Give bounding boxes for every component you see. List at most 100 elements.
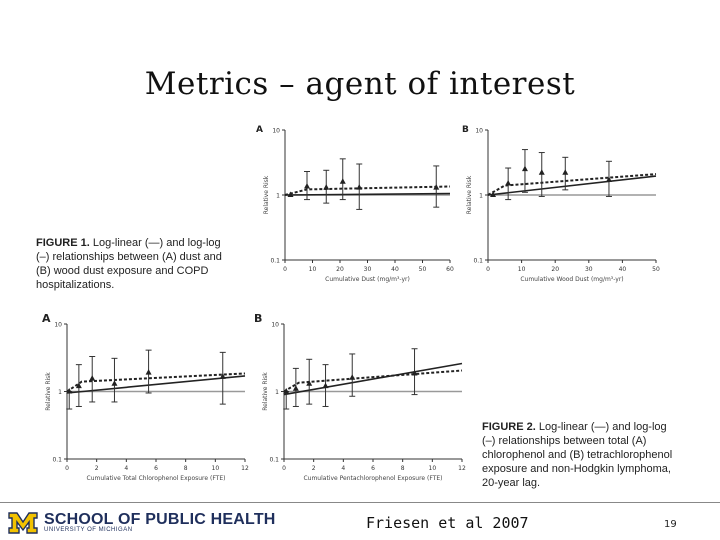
x-tick-label: 20: [336, 266, 344, 273]
panel-label: B: [462, 125, 469, 135]
data-point-triangle: [304, 183, 310, 189]
data-point-triangle: [145, 369, 152, 375]
x-tick-label: 4: [124, 465, 128, 472]
log-log-line: [487, 173, 657, 196]
x-tick-label: 2: [312, 465, 316, 472]
x-tick-label: 10: [309, 266, 317, 273]
figure1-caption-label: FIGURE 1.: [36, 237, 90, 249]
data-point-triangle: [433, 184, 440, 190]
x-tick-label: 50: [652, 266, 660, 273]
chart-fig2-panel-b: B 0.1 1 10 0 2 4 6 8 10 12 Cumulative Pentachloroph…: [254, 312, 466, 482]
y-axis-label: Relative Risk: [466, 175, 473, 214]
log-log-line: [283, 369, 463, 393]
data-point-triangle: [490, 191, 497, 197]
x-tick-label: 0: [65, 465, 69, 472]
block-m-icon: [8, 512, 38, 534]
figure2-caption-label: FIGURE 2.: [482, 421, 536, 433]
data-point-triangle: [75, 382, 82, 389]
log-linear-line: [284, 192, 451, 196]
data-point-triangle: [287, 191, 294, 197]
x-tick-label: 12: [241, 465, 249, 472]
citation: Friesen et al 2007: [366, 514, 529, 532]
x-tick-label: 0: [283, 266, 287, 273]
slide-title: Metrics – agent of interest: [144, 66, 576, 102]
x-tick-label: 4: [341, 465, 345, 472]
y-tick-label: 1: [276, 193, 280, 200]
y-tick-label: 10: [271, 322, 279, 329]
x-tick-label: 8: [401, 465, 405, 472]
x-axis-label: Cumulative Total Chlorophenol Exposure (…: [87, 475, 226, 482]
panel-label: A: [42, 312, 51, 325]
x-tick-label: 10: [518, 266, 526, 273]
data-point-triangle: [411, 369, 418, 376]
figure2-caption: FIGURE 2. Log-linear (—) and log-log (–)…: [482, 420, 682, 490]
chart-fig1-panel-a: A 0.1 1 10 0 10 20 30 40 50 60 Cumulative Dust (mg/…: [256, 125, 454, 283]
y-axis-label: Relative Risk: [45, 372, 52, 411]
data-point-triangle: [322, 382, 329, 389]
data-point-triangle: [306, 380, 313, 386]
logo-university-name: UNIVERSITY OF MICHIGAN: [44, 527, 133, 533]
chart-fig2-panel-a: A 0.1 1 10 0 2 4 6 8 10 12 Cumulative Total Chlorop…: [42, 312, 249, 482]
data-point-triangle: [356, 184, 363, 190]
data-point-triangle: [505, 180, 512, 186]
y-tick-label: 10: [54, 322, 62, 329]
x-tick-label: 0: [486, 266, 490, 273]
x-tick-label: 60: [446, 266, 454, 273]
x-tick-label: 2: [95, 465, 99, 472]
figure1-caption-text: Log-linear (—) and log-log (–) relations…: [36, 237, 222, 291]
y-tick-label: 0.1: [52, 457, 62, 464]
data-point-triangle: [292, 385, 299, 391]
panel-label: A: [256, 125, 263, 135]
data-point-triangle: [283, 388, 290, 394]
x-tick-label: 50: [419, 266, 427, 273]
y-tick-label: 0.1: [270, 258, 280, 265]
data-point-triangle: [538, 169, 545, 175]
footer-divider: [0, 502, 720, 503]
log-linear-line: [66, 375, 246, 394]
chart-fig1-panel-b: B 0.1 1 10 0 10 20 30 40 50 Cumulative Wood Dust (…: [462, 125, 660, 283]
data-point-triangle: [605, 176, 612, 183]
y-axis-label: Relative Risk: [263, 175, 270, 214]
data-point-triangle: [349, 374, 356, 380]
logo-school-name: SCHOOL OF PUBLIC HEALTH: [44, 511, 276, 528]
figure1-caption: FIGURE 1. Log-linear (—) and log-log (–)…: [36, 236, 236, 292]
x-axis-label: Cumulative Pentachlorophenol Exposure (F…: [303, 475, 442, 482]
x-axis-label: Cumulative Dust (mg/m³-yr): [325, 276, 410, 283]
x-tick-label: 10: [429, 465, 437, 472]
data-point-triangle: [66, 388, 73, 394]
log-linear-line: [487, 175, 657, 196]
data-point-triangle: [219, 373, 226, 379]
x-tick-label: 40: [619, 266, 627, 273]
x-tick-label: 30: [364, 266, 372, 273]
data-point-triangle: [562, 169, 569, 175]
x-axis-label: Cumulative Wood Dust (mg/m³-yr): [520, 276, 623, 283]
y-tick-label: 1: [58, 389, 62, 396]
data-point-triangle: [111, 380, 118, 386]
y-axis-label: Relative Risk: [262, 372, 269, 411]
data-point-triangle: [521, 165, 528, 172]
school-logo[interactable]: SCHOOL OF PUBLIC HEALTH UNIVERSITY OF MI…: [8, 510, 276, 536]
page-number: 19: [664, 519, 677, 530]
x-tick-label: 30: [585, 266, 593, 273]
panel-label: B: [254, 312, 262, 325]
y-tick-label: 0.1: [269, 457, 279, 464]
data-point-triangle: [323, 184, 330, 190]
y-tick-label: 1: [479, 193, 483, 200]
figure2-caption-text: Log-linear (—) and log-log (–) relations…: [482, 421, 673, 489]
y-tick-label: 0.1: [473, 258, 483, 265]
x-tick-label: 6: [371, 465, 375, 472]
x-tick-label: 10: [212, 465, 220, 472]
log-log-line: [66, 372, 246, 393]
log-linear-line: [283, 362, 463, 396]
x-tick-label: 20: [551, 266, 559, 273]
data-point-triangle: [89, 375, 96, 381]
x-tick-label: 0: [282, 465, 286, 472]
x-tick-label: 40: [391, 266, 399, 273]
x-tick-label: 8: [184, 465, 188, 472]
data-point-triangle: [339, 178, 346, 184]
y-tick-label: 10: [272, 128, 280, 135]
x-tick-label: 6: [154, 465, 158, 472]
y-tick-label: 1: [275, 389, 279, 396]
y-tick-label: 10: [475, 128, 483, 135]
x-tick-label: 12: [458, 465, 466, 472]
